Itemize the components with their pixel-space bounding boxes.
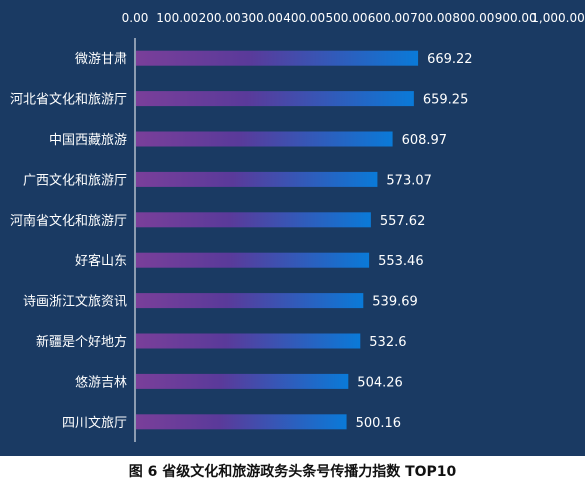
- bar: [136, 293, 364, 309]
- bar: [136, 171, 378, 187]
- value-label: 553.46: [378, 254, 424, 269]
- category-label: 诗画浙江文旅资讯: [23, 295, 127, 310]
- bar: [136, 333, 361, 349]
- category-label: 微游甘肃: [75, 52, 127, 67]
- x-tick-label: 0.00: [122, 11, 149, 25]
- x-tick-label: 200.00: [199, 11, 241, 25]
- x-tick-label: 800.00: [452, 11, 494, 25]
- value-label: 539.69: [372, 295, 418, 310]
- chart-panel: 0.00 100.00 200.00 300.00 400.00 500.00 600.00…: [0, 0, 585, 456]
- x-tick-label: 700.00: [410, 11, 452, 25]
- value-labels: 669.22 659.25 608.97 573.07 557.62 553.46 539.…: [356, 52, 473, 431]
- value-label: 573.07: [386, 173, 432, 188]
- x-tick-label: 100.00: [156, 11, 198, 25]
- bar: [136, 50, 419, 66]
- x-tick-label: 600.00: [368, 11, 410, 25]
- category-label: 好客山东: [75, 253, 127, 269]
- category-label: 广西文化和旅游厅: [23, 173, 127, 188]
- category-label: 河北省文化和旅游厅: [10, 93, 127, 108]
- category-label: 中国西藏旅游: [49, 133, 127, 148]
- value-label: 532.6: [369, 335, 406, 350]
- x-tick-label: 500.00: [326, 11, 368, 25]
- bar: [136, 414, 347, 430]
- category-label: 河南省文化和旅游厅: [10, 213, 127, 229]
- bar: [136, 131, 393, 147]
- x-tick-label: 300.00: [241, 11, 283, 25]
- bar: [136, 91, 414, 107]
- x-tick-label: 900.00: [495, 11, 537, 25]
- bar: [136, 252, 370, 268]
- figure-caption: 图 6 省级文化和旅游政务头条号传播力指数 TOP10: [128, 464, 457, 480]
- bar: [136, 212, 371, 228]
- value-label: 669.22: [427, 52, 473, 67]
- category-labels: 微游甘肃河北省文化和旅游厅中国西藏旅游广西文化和旅游厅河南省文化和旅游厅好客山东…: [10, 52, 127, 431]
- x-tick-label: 1,000.00: [531, 11, 584, 25]
- value-label: 557.62: [380, 214, 426, 229]
- x-axis-ticks: 0.00 100.00 200.00 300.00 400.00 500.00 600.00…: [122, 11, 585, 25]
- category-label: 四川文旅厅: [62, 416, 127, 431]
- category-label: 悠游吉林: [75, 375, 127, 390]
- value-label: 504.26: [357, 375, 403, 390]
- category-label: 新疆是个好地方: [36, 334, 127, 350]
- value-label: 608.97: [402, 133, 448, 148]
- bars: [136, 50, 419, 430]
- value-label: 659.25: [423, 93, 469, 108]
- bar: [136, 373, 349, 389]
- x-tick-label: 400.00: [283, 11, 325, 25]
- value-label: 500.16: [356, 416, 402, 431]
- bar-chart: 0.00 100.00 200.00 300.00 400.00 500.00 600.00…: [10, 11, 585, 442]
